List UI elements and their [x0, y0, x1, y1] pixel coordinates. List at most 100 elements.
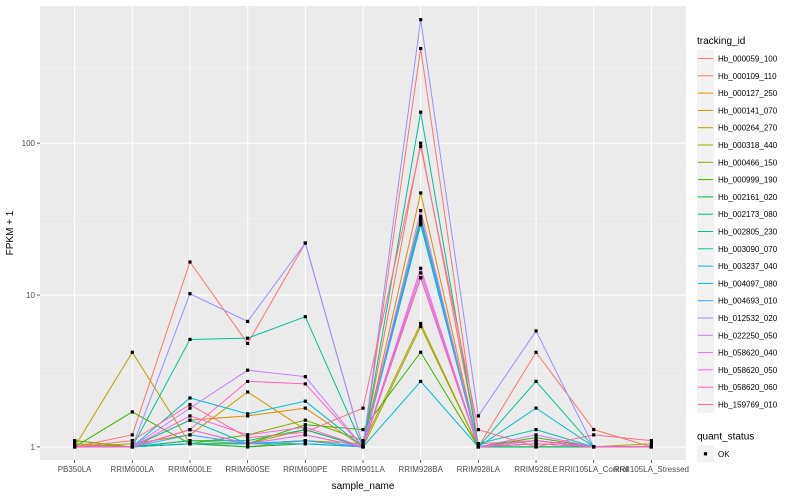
data-point: [476, 445, 480, 449]
data-point: [419, 46, 423, 51]
data-point: [592, 445, 596, 449]
data-point: [476, 428, 480, 432]
legend-title-quant-status: quant_status: [697, 431, 754, 442]
data-point: [246, 414, 250, 418]
data-point: [303, 428, 307, 432]
legend-label: Hb_058620_060: [718, 383, 778, 392]
data-point: [419, 271, 423, 275]
data-point: [73, 445, 77, 449]
data-point: [419, 214, 423, 218]
legend-label: Hb_000059_100: [718, 55, 778, 64]
legend-label: Hb_000264_270: [718, 124, 778, 133]
legend-label: Hb_003090_070: [718, 245, 778, 254]
data-point: [188, 292, 192, 296]
data-point: [246, 368, 250, 372]
legend-label: Hb_004097_080: [718, 279, 778, 288]
data-point: [303, 439, 307, 443]
data-point: [188, 337, 192, 342]
legend-label: Hb_000466_150: [718, 158, 778, 167]
data-point: [361, 442, 365, 446]
x-tick-label: RRIM928LA: [457, 465, 501, 474]
data-point: [73, 439, 77, 443]
data-point: [592, 433, 596, 437]
data-point: [534, 445, 538, 449]
y-tick-label: 100: [22, 139, 36, 148]
data-point: [419, 223, 423, 227]
data-point: [303, 241, 307, 245]
legend-label: Hb_058620_040: [718, 349, 778, 358]
data-point: [188, 428, 192, 432]
data-point: [303, 399, 307, 403]
data-point: [130, 410, 134, 414]
x-tick-label: RRIM600SE: [225, 465, 269, 474]
data-point: [246, 442, 250, 446]
legend-label: Hb_000127_250: [718, 89, 778, 98]
legend-label: Hb_012532_020: [718, 314, 778, 323]
data-point: [649, 439, 653, 443]
x-tick-label: RRIM901LA: [341, 465, 385, 474]
x-tick-label: RRIM600LA: [110, 465, 154, 474]
data-point: [361, 439, 365, 443]
legend-label: Hb_002805_230: [718, 228, 778, 237]
data-point: [246, 412, 250, 416]
data-point: [534, 442, 538, 446]
data-point: [592, 428, 596, 432]
data-point: [188, 406, 192, 410]
data-point: [534, 329, 538, 333]
data-point: [476, 442, 480, 446]
data-point: [303, 423, 307, 427]
data-point: [303, 406, 307, 410]
data-point: [246, 445, 250, 449]
data-point: [303, 425, 307, 429]
legend-key-point: [703, 452, 708, 456]
data-point: [419, 321, 423, 326]
data-point: [361, 428, 365, 432]
data-point: [246, 379, 250, 383]
legend-label-ok: OK: [718, 450, 730, 459]
data-point: [419, 144, 423, 149]
x-tick-label: RRIM600PE: [283, 465, 327, 474]
data-point: [534, 433, 538, 437]
data-point: [303, 418, 307, 422]
data-point: [303, 315, 307, 319]
data-point: [246, 436, 250, 440]
data-point: [419, 379, 423, 383]
data-point: [188, 439, 192, 443]
x-axis-title: sample_name: [332, 481, 395, 492]
legend-label: Hb_004693_010: [718, 297, 778, 306]
data-point: [361, 445, 365, 449]
data-point: [419, 218, 423, 223]
data-point: [476, 414, 480, 418]
plot-panel: [40, 6, 686, 460]
data-point: [534, 428, 538, 432]
data-point: [419, 324, 423, 329]
data-point: [649, 445, 653, 449]
x-tick-label: RRIM928BA: [398, 465, 443, 474]
data-point: [534, 436, 538, 440]
data-point: [534, 406, 538, 410]
data-point: [188, 396, 192, 400]
data-point: [130, 439, 134, 443]
data-point: [303, 375, 307, 379]
axes: 1 10 100 PB350LA RRIM600LA RRIM600LE RRIM600SE…: [5, 139, 689, 492]
legend-label: Hb_022250_050: [718, 331, 778, 340]
data-point: [246, 390, 250, 394]
data-point: [130, 445, 134, 449]
data-point: [246, 433, 250, 437]
data-point: [419, 141, 423, 145]
data-point: [303, 433, 307, 437]
data-point: [419, 266, 423, 270]
data-point: [188, 402, 192, 407]
data-point: [419, 220, 423, 225]
data-point: [303, 382, 307, 386]
x-tick-label: RRIM928LE: [514, 465, 558, 474]
data-point: [73, 442, 77, 446]
data-point: [419, 216, 423, 220]
legend: tracking_id Hb_000059_100 Hb_000109_110 Hb_…: [697, 36, 778, 463]
data-point: [188, 433, 192, 437]
data-point: [130, 442, 134, 446]
data-point: [130, 433, 134, 437]
data-point: [130, 350, 134, 354]
legend-label: Hb_000109_110: [718, 72, 777, 81]
data-point: [188, 260, 192, 264]
